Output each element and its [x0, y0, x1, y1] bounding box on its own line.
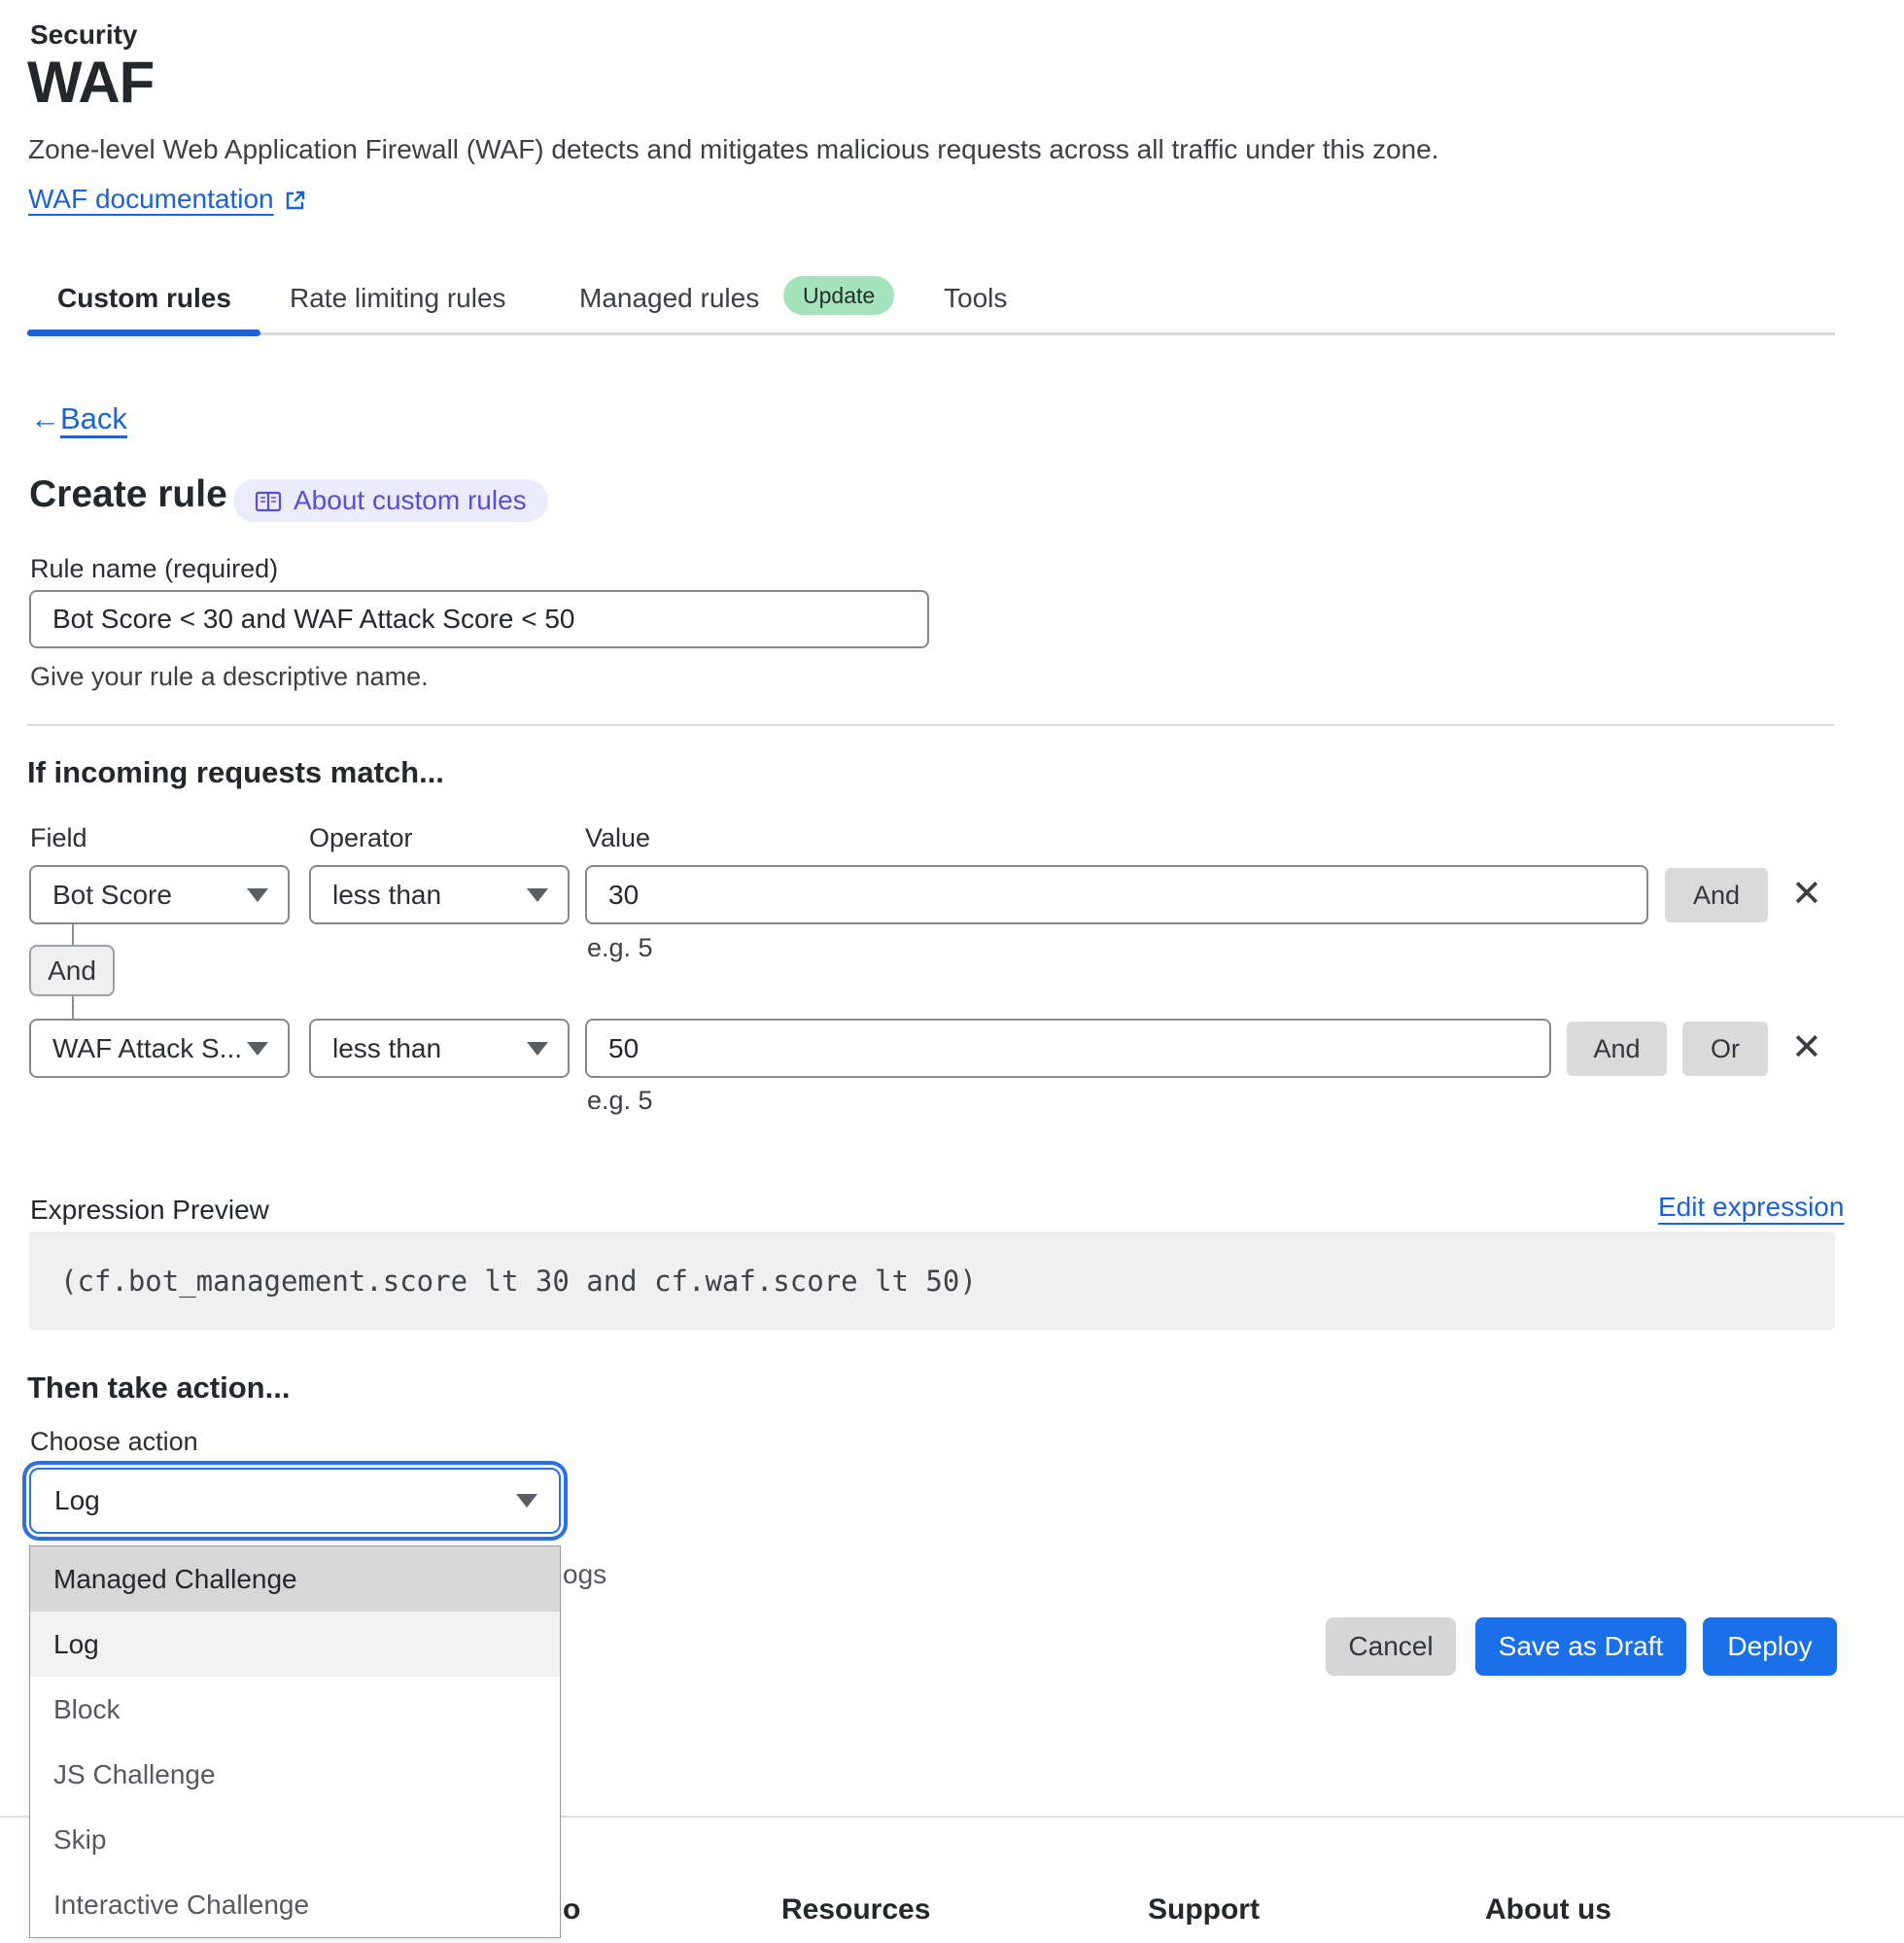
remove-row2-icon[interactable]: ✕ [1791, 1027, 1822, 1068]
section-divider [27, 724, 1835, 726]
breadcrumb-security: Security [30, 19, 138, 50]
waf-documentation-link[interactable]: WAF documentation [28, 184, 307, 215]
action-dropdown-menu: Managed Challenge Log Block JS Challenge… [29, 1545, 561, 1938]
operator-column-label: Operator [309, 823, 413, 852]
operator-select-row2[interactable]: less than [309, 1019, 570, 1078]
add-and-button-row2[interactable]: And [1567, 1022, 1667, 1076]
choose-action-select[interactable]: Log [29, 1468, 561, 1534]
footer-column-about-us[interactable]: About us [1485, 1893, 1611, 1926]
expression-preview-label: Expression Preview [30, 1195, 269, 1225]
edit-expression-link[interactable]: Edit expression [1658, 1192, 1845, 1222]
connector-line-bottom [72, 996, 74, 1019]
back-label: Back [60, 401, 127, 435]
field-select-row2[interactable]: WAF Attack S... [29, 1019, 290, 1078]
obscured-help-text: ogs [563, 1559, 607, 1589]
update-badge: Update [783, 276, 895, 315]
add-and-button-row1[interactable]: And [1665, 868, 1768, 922]
waf-documentation-label: WAF documentation [28, 184, 274, 214]
chevron-down-icon [527, 887, 548, 902]
dropdown-option-interactive-challenge[interactable]: Interactive Challenge [30, 1872, 560, 1937]
choose-action-value: Log [54, 1485, 100, 1515]
dropdown-option-skip[interactable]: Skip [30, 1807, 560, 1872]
chevron-down-icon [527, 1041, 548, 1056]
back-link[interactable]: ←Back [30, 401, 127, 436]
active-tab-indicator [27, 330, 260, 336]
rule-name-label: Rule name (required) [30, 554, 279, 583]
match-heading: If incoming requests match... [27, 755, 444, 789]
value-hint-row2: e.g. 5 [587, 1086, 653, 1115]
footer-column-support[interactable]: Support [1148, 1893, 1260, 1926]
field-select-row2-value: WAF Attack S... [52, 1032, 243, 1063]
field-select-row1[interactable]: Bot Score [29, 865, 290, 924]
about-custom-rules-label: About custom rules [294, 485, 527, 515]
page-title: WAF [27, 50, 155, 115]
choose-action-label: Choose action [30, 1427, 198, 1456]
deploy-button[interactable]: Deploy [1703, 1617, 1837, 1676]
tab-custom-rules[interactable]: Custom rules [57, 283, 231, 313]
value-input-row1[interactable] [585, 865, 1648, 924]
action-heading: Then take action... [27, 1371, 291, 1405]
book-icon [255, 489, 282, 512]
connector-line-top [72, 924, 74, 946]
dropdown-option-log[interactable]: Log [30, 1612, 560, 1677]
dropdown-option-block[interactable]: Block [30, 1677, 560, 1742]
footer-divider [0, 1816, 1904, 1818]
external-link-icon [284, 188, 307, 211]
field-select-row1-value: Bot Score [52, 879, 172, 910]
remove-row1-icon[interactable]: ✕ [1791, 874, 1822, 915]
operator-select-row1-value: less than [332, 879, 442, 910]
field-column-label: Field [30, 823, 87, 852]
about-custom-rules-badge[interactable]: About custom rules [233, 479, 548, 522]
expression-code: (cf.bot_management.score lt 30 and cf.wa… [60, 1264, 977, 1298]
tab-tools[interactable]: Tools [944, 283, 1008, 313]
save-as-draft-button[interactable]: Save as Draft [1475, 1617, 1686, 1676]
create-rule-heading: Create rule [29, 473, 227, 515]
rule-name-help: Give your rule a descriptive name. [30, 662, 429, 691]
value-column-label: Value [585, 823, 651, 852]
add-or-button-row2[interactable]: Or [1682, 1022, 1768, 1076]
tab-managed-rules[interactable]: Managed rules [579, 283, 760, 313]
chevron-down-icon [247, 887, 268, 902]
tabs-divider [27, 332, 1835, 335]
footer-column-partial: o [563, 1893, 581, 1926]
back-arrow-icon: ← [30, 401, 60, 435]
dropdown-option-js-challenge[interactable]: JS Challenge [30, 1742, 560, 1807]
rule-name-input[interactable] [29, 590, 929, 648]
operator-select-row2-value: less than [332, 1032, 442, 1063]
page-description: Zone-level Web Application Firewall (WAF… [28, 134, 1439, 164]
chevron-down-icon [516, 1494, 537, 1508]
value-input-row2[interactable] [585, 1019, 1551, 1078]
cancel-button[interactable]: Cancel [1326, 1617, 1456, 1676]
row-connector-and-button[interactable]: And [29, 945, 115, 996]
footer-column-resources[interactable]: Resources [781, 1893, 931, 1926]
operator-select-row1[interactable]: less than [309, 865, 570, 924]
chevron-down-icon [247, 1041, 268, 1056]
expression-preview-box: (cf.bot_management.score lt 30 and cf.wa… [29, 1232, 1835, 1330]
dropdown-option-managed-challenge[interactable]: Managed Challenge [30, 1546, 560, 1612]
value-hint-row1: e.g. 5 [587, 933, 653, 962]
tab-rate-limiting-rules[interactable]: Rate limiting rules [290, 283, 506, 313]
